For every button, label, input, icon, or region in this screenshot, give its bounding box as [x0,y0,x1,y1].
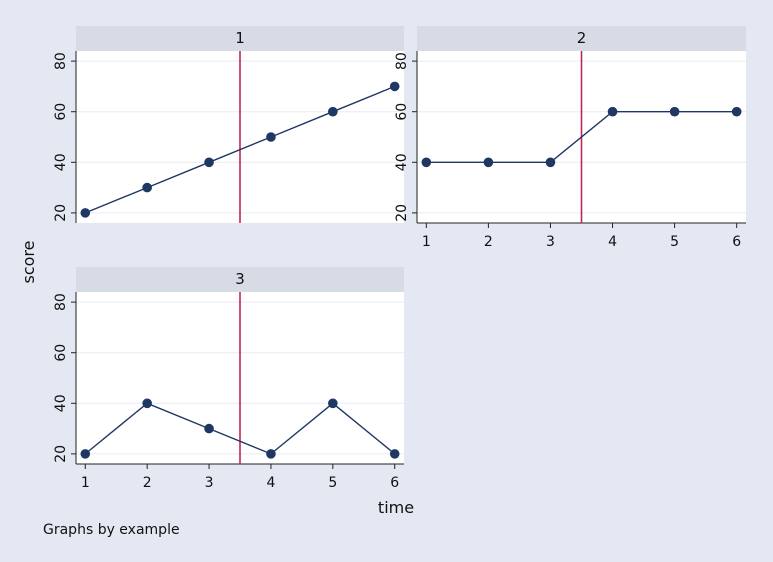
data-point [545,157,556,168]
data-point [266,132,276,142]
data-point [389,81,400,92]
data-point [204,423,214,434]
data-point [142,182,152,193]
data-point [731,106,742,117]
panel-title: 3 [235,270,245,288]
y-tick-label: 80 [53,293,69,311]
x-tick-label: 1 [81,475,90,491]
panel-strip [76,26,404,51]
y-tick-label: 60 [53,103,69,121]
series-line [84,402,396,455]
x-tick-label: 1 [422,234,431,250]
y-tick-label: 40 [394,153,410,171]
data-point [389,449,400,459]
y-tick-label: 80 [394,52,410,70]
graphs-by-note: Graphs by example [43,522,180,538]
data-point [204,157,214,168]
data-point [483,157,494,168]
data-point [607,106,618,117]
x-tick-label: 5 [328,475,337,491]
x-tick-label: 3 [205,475,214,491]
series-line [85,85,395,214]
y-tick-label: 60 [394,103,410,121]
x-tick-label: 2 [143,475,152,491]
data-point [80,449,91,459]
y-tick-label: 40 [53,153,69,171]
x-axis-label: time [378,498,414,517]
data-point [142,398,152,409]
x-tick-label: 6 [732,234,741,250]
data-point [266,449,276,459]
data-point [328,106,338,117]
data-point [328,398,338,409]
x-tick-label: 5 [670,234,679,250]
data-point [80,208,91,218]
y-tick-label: 20 [394,204,410,222]
data-point [669,106,680,117]
series-line [426,111,737,163]
panel-title: 1 [235,29,245,47]
y-tick-label: 20 [53,204,69,222]
panels-group: 1 20 40 60 80 2 20 40 60 80 1 2 3 4 5 6 3 20 40 60 80 1 2 3 4 5 6 [53,26,746,491]
y-tick-label: 80 [53,52,69,70]
x-tick-label: 4 [608,234,617,250]
panel-3: 3 20 40 60 80 1 2 3 4 5 6 [53,267,404,491]
panel-strip [417,26,746,51]
panel-strip [76,267,404,292]
data-point [421,157,432,168]
y-tick-label: 60 [53,344,69,362]
x-tick-label: 6 [390,475,399,491]
y-tick-label: 40 [53,394,69,412]
x-tick-label: 2 [484,234,493,250]
panel-title: 2 [577,29,587,47]
panel-1: 1 20 40 60 80 [53,26,404,223]
x-tick-label: 3 [546,234,555,250]
y-axis-label: score [19,241,38,284]
y-tick-label: 20 [53,445,69,463]
panel-2: 2 20 40 60 80 1 2 3 4 5 6 [394,26,746,250]
x-tick-label: 4 [266,475,275,491]
